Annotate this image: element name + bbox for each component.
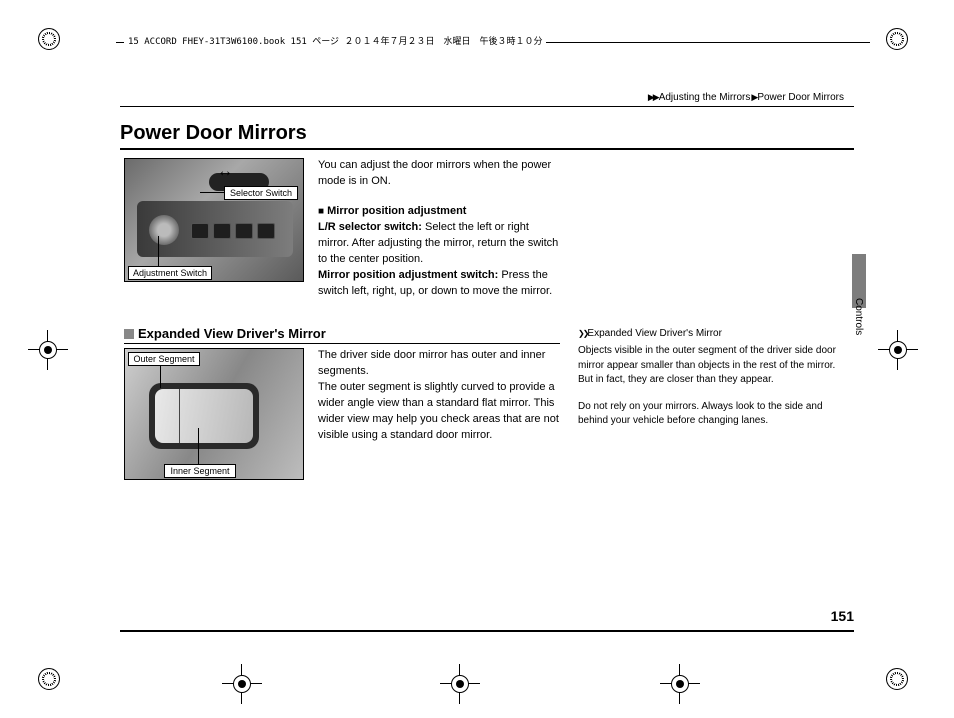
subhead-label: Mirror position adjustment	[327, 205, 466, 217]
registration-mark-icon	[880, 22, 914, 56]
callout-adjustment-switch: Adjustment Switch	[128, 266, 212, 280]
section-rule	[120, 148, 854, 150]
expanded-p2: The outer segment is slightly curved to …	[318, 380, 563, 444]
lr-selector-text: L/R selector switch: Select the left or …	[318, 220, 563, 268]
bottom-rule	[120, 630, 854, 632]
intro-text: You can adjust the door mirrors when the…	[318, 158, 563, 190]
crop-target-icon	[878, 330, 918, 370]
body-text-expanded-mirror: The driver side door mirror has outer an…	[318, 348, 563, 444]
breadcrumb-arrow-icon: ▶	[751, 92, 756, 102]
crop-target-icon	[660, 664, 700, 704]
breadcrumb-level-2: Power Door Mirrors	[757, 92, 844, 103]
mpas-label: Mirror position adjustment switch:	[318, 269, 498, 281]
sidebar-note-body: Objects visible in the outer segment of …	[578, 344, 846, 429]
expanded-p1: The driver side door mirror has outer an…	[318, 348, 563, 380]
sidebar-note-p1: Objects visible in the outer segment of …	[578, 344, 846, 388]
callout-leader-line	[200, 192, 226, 193]
figure-expanded-mirror	[124, 348, 304, 480]
sidebar-note-title: Expanded View Driver's Mirror	[587, 328, 722, 339]
breadcrumb-arrow-icon: ▶▶	[648, 92, 658, 102]
top-rule	[120, 106, 854, 107]
mpas-text: Mirror position adjustment switch: Press…	[318, 268, 563, 300]
registration-mark-icon	[32, 22, 66, 56]
callout-leader-line	[198, 428, 199, 464]
lr-selector-label: L/R selector switch:	[318, 221, 422, 233]
subsection-heading: Expanded View Driver's Mirror	[124, 326, 560, 344]
section-tab-label: Controls	[853, 298, 864, 335]
crop-target-icon	[28, 330, 68, 370]
crop-target-icon	[440, 664, 480, 704]
callout-inner-segment: Inner Segment	[164, 464, 236, 478]
square-bullet-icon	[124, 329, 134, 339]
subhead-mirror-position: ■ Mirror position adjustment	[318, 204, 563, 220]
sidebar-note-p2: Do not rely on your mirrors. Always look…	[578, 400, 846, 429]
crop-target-icon	[222, 664, 262, 704]
figure-mirror-switches: ↔	[124, 158, 304, 282]
book-info-header: 15 ACCORD FHEY-31T3W6100.book 151 ページ ２０…	[124, 34, 546, 47]
callout-leader-line	[158, 236, 159, 268]
breadcrumb: ▶▶Adjusting the Mirrors▶Power Door Mirro…	[647, 92, 844, 103]
callout-selector-switch: Selector Switch	[224, 186, 298, 200]
breadcrumb-level-1: Adjusting the Mirrors	[659, 92, 751, 103]
manual-page: 15 ACCORD FHEY-31T3W6100.book 151 ページ ２０…	[0, 0, 954, 718]
square-bullet-icon: ■	[318, 206, 324, 217]
subsection-title: Expanded View Driver's Mirror	[138, 326, 326, 341]
page-number: 151	[831, 608, 854, 624]
body-text-mirror-adjust: You can adjust the door mirrors when the…	[318, 158, 563, 300]
section-title: Power Door Mirrors	[120, 122, 307, 145]
sidebar-note-heading: ❯❯Expanded View Driver's Mirror	[578, 328, 722, 339]
registration-mark-icon	[880, 662, 914, 696]
registration-mark-icon	[32, 662, 66, 696]
callout-leader-line	[160, 366, 161, 388]
callout-outer-segment: Outer Segment	[128, 352, 200, 366]
chevron-right-icon: ❯❯	[578, 329, 587, 338]
